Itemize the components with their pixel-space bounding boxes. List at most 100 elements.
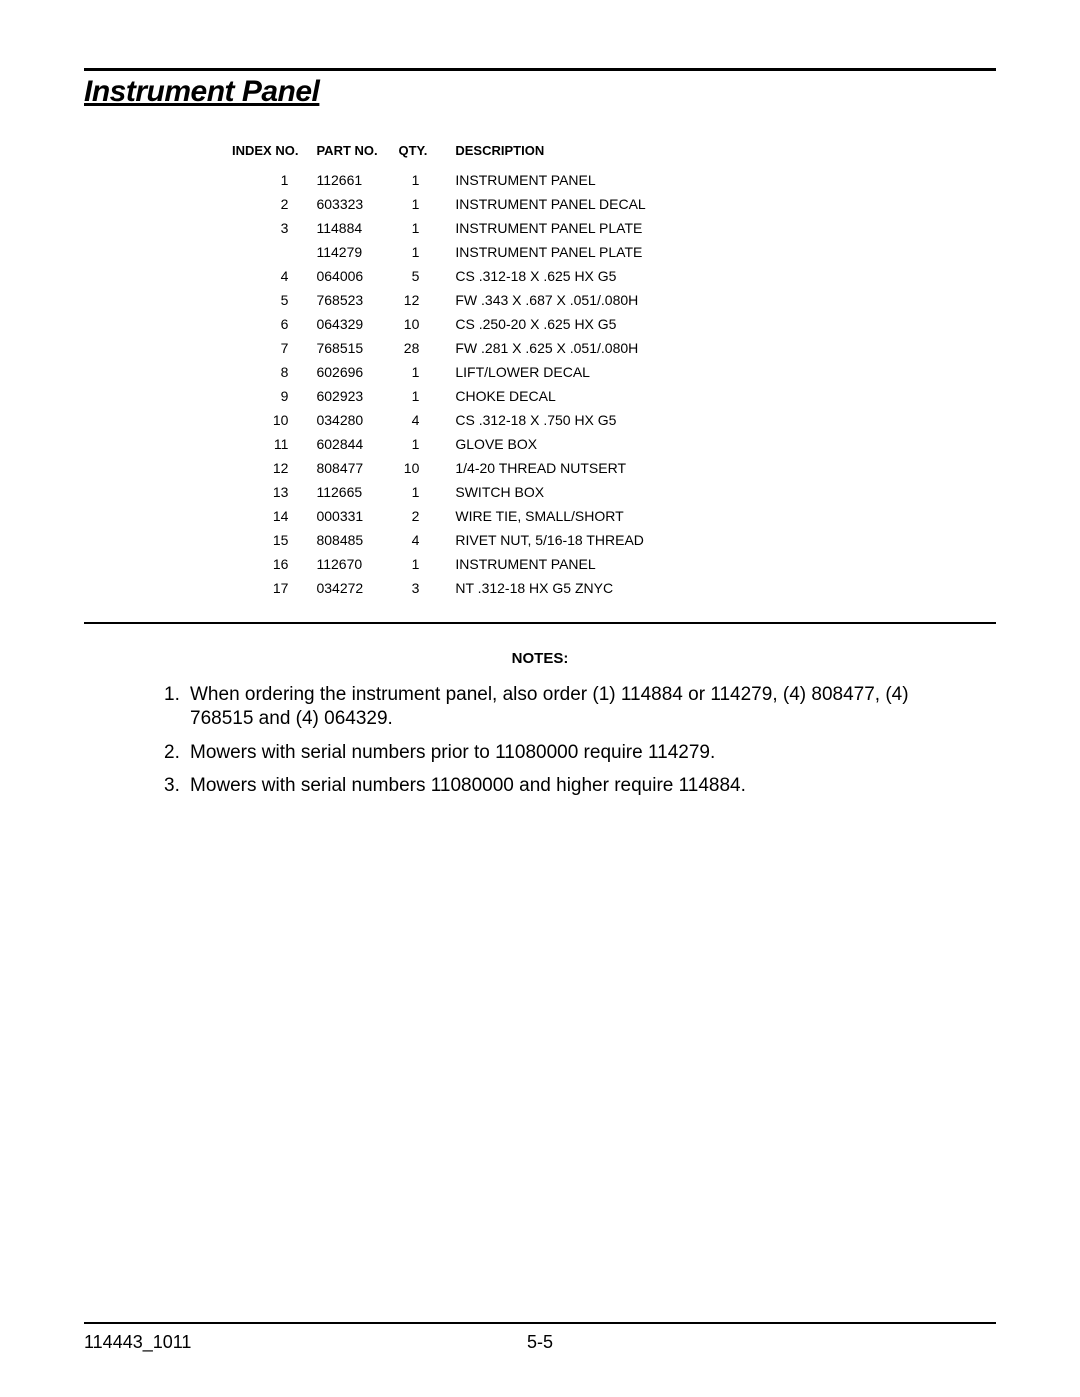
cell-desc: FW .281 X .625 X .051/.080H — [449, 336, 659, 360]
table-row: 31148841INSTRUMENT PANEL PLATE — [232, 216, 660, 240]
table-row: 86026961LIFT/LOWER DECAL — [232, 360, 660, 384]
cell-part: 602923 — [316, 384, 398, 408]
table-row: 140003312WIRE TIE, SMALL/SHORT — [232, 504, 660, 528]
cell-part: 064006 — [316, 264, 398, 288]
cell-qty: 5 — [398, 264, 449, 288]
cell-qty: 3 — [398, 576, 449, 600]
cell-desc: LIFT/LOWER DECAL — [449, 360, 659, 384]
footer-left: 114443_1011 — [84, 1332, 388, 1353]
table-body: 11126611INSTRUMENT PANEL26033231INSTRUME… — [232, 168, 660, 600]
cell-idx: 5 — [232, 288, 316, 312]
cell-part: 064329 — [316, 312, 398, 336]
table-row: 158084854RIVET NUT, 5/16-18 THREAD — [232, 528, 660, 552]
cell-part: 603323 — [316, 192, 398, 216]
cell-desc: NT .312-18 HX G5 ZNYC — [449, 576, 659, 600]
cell-idx: 12 — [232, 456, 316, 480]
cell-part: 112670 — [316, 552, 398, 576]
note-text: When ordering the instrument panel, also… — [190, 683, 952, 731]
notes-list: 1.When ordering the instrument panel, al… — [164, 683, 952, 798]
cell-idx: 3 — [232, 216, 316, 240]
cell-desc: 1/4-20 THREAD NUTSERT — [449, 456, 659, 480]
footer-rule — [84, 1322, 996, 1324]
cell-idx: 2 — [232, 192, 316, 216]
cell-idx: 6 — [232, 312, 316, 336]
cell-idx: 10 — [232, 408, 316, 432]
table-row: 161126701INSTRUMENT PANEL — [232, 552, 660, 576]
note-number: 1. — [164, 683, 190, 731]
cell-qty: 10 — [398, 312, 449, 336]
cell-part: 114884 — [316, 216, 398, 240]
footer-center: 5-5 — [388, 1332, 692, 1353]
table-row: 11126611INSTRUMENT PANEL — [232, 168, 660, 192]
cell-idx: 16 — [232, 552, 316, 576]
cell-desc: CS .312-18 X .625 HX G5 — [449, 264, 659, 288]
cell-part: 114279 — [316, 240, 398, 264]
notes-heading: NOTES: — [84, 650, 996, 667]
footer-right — [692, 1332, 996, 1353]
table-row: 100342804CS .312-18 X .750 HX G5 — [232, 408, 660, 432]
cell-qty: 12 — [398, 288, 449, 312]
cell-qty: 4 — [398, 408, 449, 432]
cell-qty: 1 — [398, 216, 449, 240]
cell-qty: 28 — [398, 336, 449, 360]
cell-desc: INSTRUMENT PANEL PLATE — [449, 240, 659, 264]
table-row: 776851528FW .281 X .625 X .051/.080H — [232, 336, 660, 360]
cell-qty: 1 — [398, 240, 449, 264]
cell-idx: 4 — [232, 264, 316, 288]
cell-part: 808477 — [316, 456, 398, 480]
table-row: 116028441GLOVE BOX — [232, 432, 660, 456]
table-row: 26033231INSTRUMENT PANEL DECAL — [232, 192, 660, 216]
cell-idx: 1 — [232, 168, 316, 192]
cell-part: 768523 — [316, 288, 398, 312]
page: Instrument Panel INDEX NO. PART NO. QTY.… — [0, 0, 1080, 1397]
table-header: INDEX NO. PART NO. QTY. DESCRIPTION — [232, 143, 660, 168]
col-index: INDEX NO. — [232, 143, 316, 168]
cell-idx: 8 — [232, 360, 316, 384]
note-text: Mowers with serial numbers 11080000 and … — [190, 774, 746, 798]
note-item: 1.When ordering the instrument panel, al… — [164, 683, 952, 731]
cell-idx: 15 — [232, 528, 316, 552]
note-number: 3. — [164, 774, 190, 798]
cell-qty: 1 — [398, 384, 449, 408]
col-part: PART NO. — [316, 143, 398, 168]
note-item: 3.Mowers with serial numbers 11080000 an… — [164, 774, 952, 798]
cell-desc: WIRE TIE, SMALL/SHORT — [449, 504, 659, 528]
mid-rule — [84, 622, 996, 624]
cell-part: 808485 — [316, 528, 398, 552]
top-rule — [84, 68, 996, 71]
cell-part: 768515 — [316, 336, 398, 360]
cell-qty: 1 — [398, 192, 449, 216]
cell-desc: CS .312-18 X .750 HX G5 — [449, 408, 659, 432]
page-title: Instrument Panel — [84, 75, 996, 109]
note-number: 2. — [164, 741, 190, 765]
cell-qty: 4 — [398, 528, 449, 552]
table-row: 170342723NT .312-18 HX G5 ZNYC — [232, 576, 660, 600]
cell-idx: 13 — [232, 480, 316, 504]
cell-qty: 1 — [398, 168, 449, 192]
footer: 114443_1011 5-5 — [84, 1322, 996, 1353]
note-text: Mowers with serial numbers prior to 1108… — [190, 741, 715, 765]
cell-idx: 9 — [232, 384, 316, 408]
cell-desc: RIVET NUT, 5/16-18 THREAD — [449, 528, 659, 552]
cell-part: 000331 — [316, 504, 398, 528]
cell-desc: INSTRUMENT PANEL PLATE — [449, 216, 659, 240]
cell-part: 034280 — [316, 408, 398, 432]
cell-qty: 10 — [398, 456, 449, 480]
table-row: 96029231CHOKE DECAL — [232, 384, 660, 408]
cell-desc: INSTRUMENT PANEL — [449, 552, 659, 576]
table-row: 131126651SWITCH BOX — [232, 480, 660, 504]
table-row: 576852312FW .343 X .687 X .051/.080H — [232, 288, 660, 312]
cell-desc: INSTRUMENT PANEL DECAL — [449, 192, 659, 216]
cell-qty: 1 — [398, 432, 449, 456]
table-row: 606432910CS .250-20 X .625 HX G5 — [232, 312, 660, 336]
table-row: 1142791INSTRUMENT PANEL PLATE — [232, 240, 660, 264]
cell-desc: INSTRUMENT PANEL — [449, 168, 659, 192]
cell-part: 112661 — [316, 168, 398, 192]
cell-qty: 1 — [398, 360, 449, 384]
parts-table: INDEX NO. PART NO. QTY. DESCRIPTION 1112… — [232, 143, 660, 600]
cell-idx: 17 — [232, 576, 316, 600]
table-row: 12808477101/4-20 THREAD NUTSERT — [232, 456, 660, 480]
cell-desc: CS .250-20 X .625 HX G5 — [449, 312, 659, 336]
note-item: 2.Mowers with serial numbers prior to 11… — [164, 741, 952, 765]
cell-desc: SWITCH BOX — [449, 480, 659, 504]
